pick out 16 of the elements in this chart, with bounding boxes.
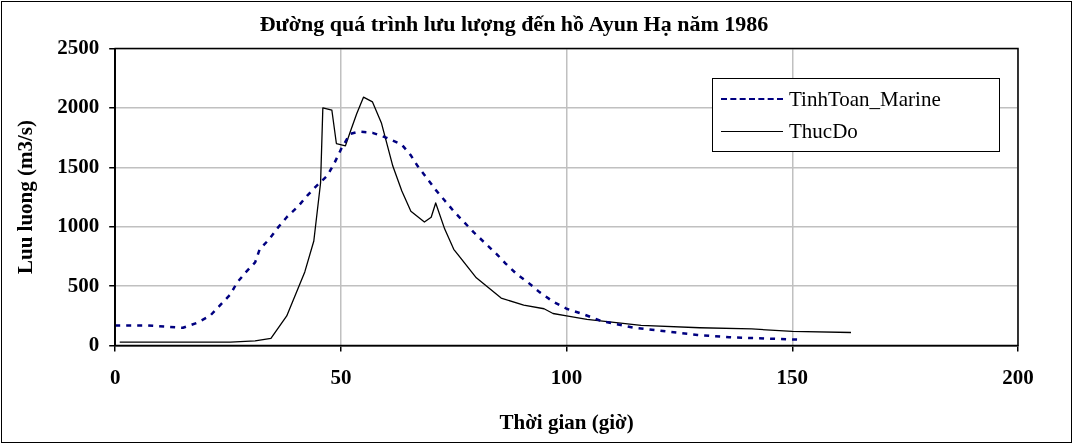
y-tick-label: 1500 <box>57 153 100 178</box>
chart-title: Đường quá trình lưu lượng đến hồ Ayun Hạ năm 1986 <box>259 10 769 36</box>
y-tick-label: 500 <box>67 272 100 297</box>
x-tick-label: 150 <box>776 364 809 389</box>
x-tick-label: 50 <box>330 364 352 389</box>
y-tick-label: 2500 <box>57 34 100 59</box>
y-tick-label: 1000 <box>57 213 100 238</box>
x-tick-label: 0 <box>109 364 121 389</box>
x-axis-title: Thời gian (giờ) <box>499 409 634 434</box>
legend-label: ThucDo <box>789 118 858 144</box>
x-tick-label: 200 <box>1002 364 1034 389</box>
x-tick-label: 100 <box>550 364 583 389</box>
y-tick-label: 2000 <box>57 94 100 119</box>
y-axis-title: Luu luong (m3/s) <box>13 119 38 275</box>
y-tick-label: 0 <box>88 332 100 357</box>
legend-label: TinhToan_Marine <box>789 86 941 112</box>
